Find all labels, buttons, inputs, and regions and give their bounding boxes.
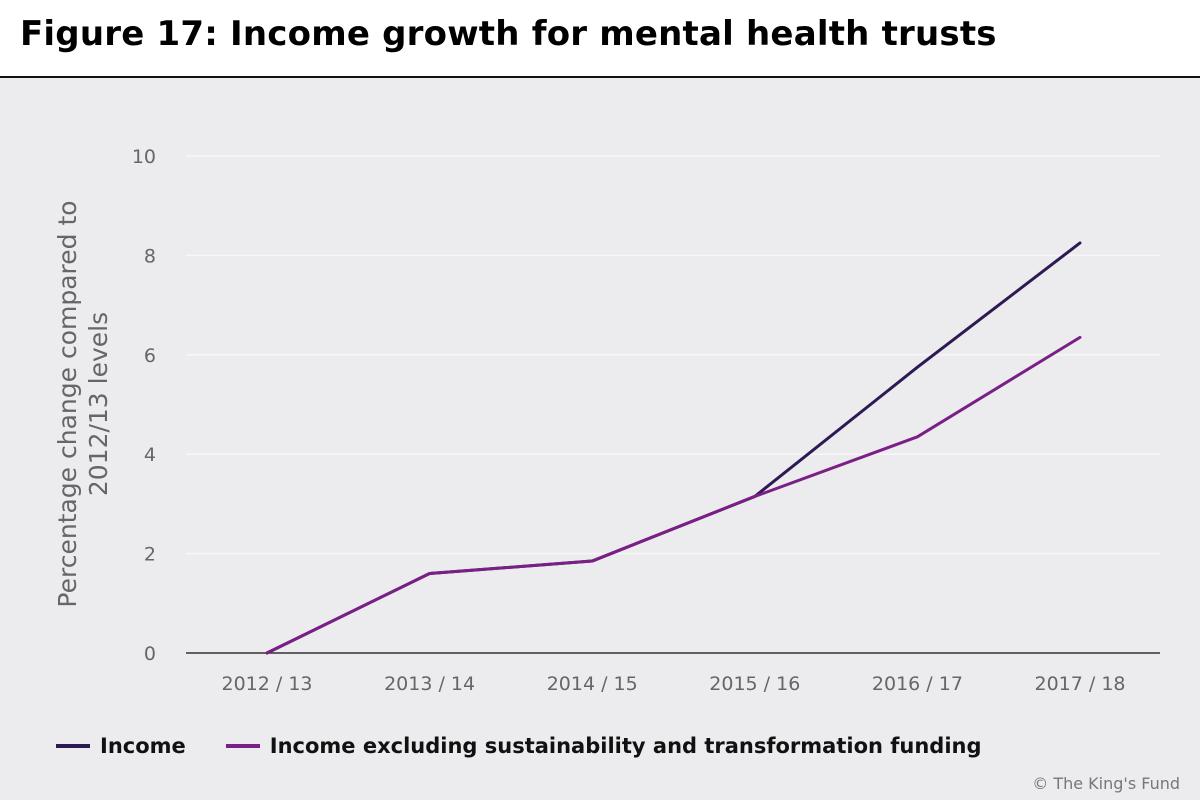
legend-item: Income	[56, 734, 186, 758]
x-tick-label: 2017 / 18	[1034, 673, 1125, 695]
legend: Income Income excluding sustainability an…	[56, 733, 1022, 759]
grid-lines	[186, 155, 1160, 555]
legend-swatch	[56, 744, 90, 748]
x-tick-label: 2014 / 15	[547, 673, 638, 695]
figure-header: Figure 17: Income growth for mental heal…	[0, 0, 1200, 78]
y-tick-label: 10	[132, 146, 156, 168]
y-axis-label: Percentage change compared to2012/13 lev…	[53, 200, 113, 607]
y-axis-label-line: Percentage change compared to	[53, 200, 82, 607]
y-tick-label: 8	[144, 245, 156, 267]
x-tick-label: 2015 / 16	[709, 673, 800, 695]
x-tick-label: 2012 / 13	[221, 673, 312, 695]
series-line-0	[265, 241, 1082, 655]
y-tick-labels: 0 2 4 6 8 10	[132, 146, 156, 665]
y-tick-label: 0	[144, 643, 156, 665]
x-tick-label: 2016 / 17	[872, 673, 963, 695]
legend-label: Income excluding sustainability and tran…	[269, 734, 982, 758]
y-tick-label: 6	[144, 345, 156, 367]
credit-text: © The King's Fund	[1032, 774, 1180, 793]
series-lines	[265, 241, 1082, 655]
legend-item: Income excluding sustainability and tran…	[225, 734, 982, 758]
x-tick-label: 2013 / 14	[384, 673, 475, 695]
y-axis-label-line: 2012/13 levels	[84, 312, 113, 496]
legend-label: Income	[100, 734, 186, 758]
series-line-1	[265, 335, 1082, 655]
figure-title: Figure 17: Income growth for mental heal…	[20, 14, 997, 54]
legend-swatch	[225, 744, 260, 748]
y-tick-label: 2	[144, 544, 156, 566]
x-tick-labels: 2012 / 13 2013 / 14 2014 / 15 2015 / 16 2016…	[221, 673, 1125, 695]
chart-panel	[0, 78, 1200, 800]
y-tick-label: 4	[144, 444, 156, 466]
